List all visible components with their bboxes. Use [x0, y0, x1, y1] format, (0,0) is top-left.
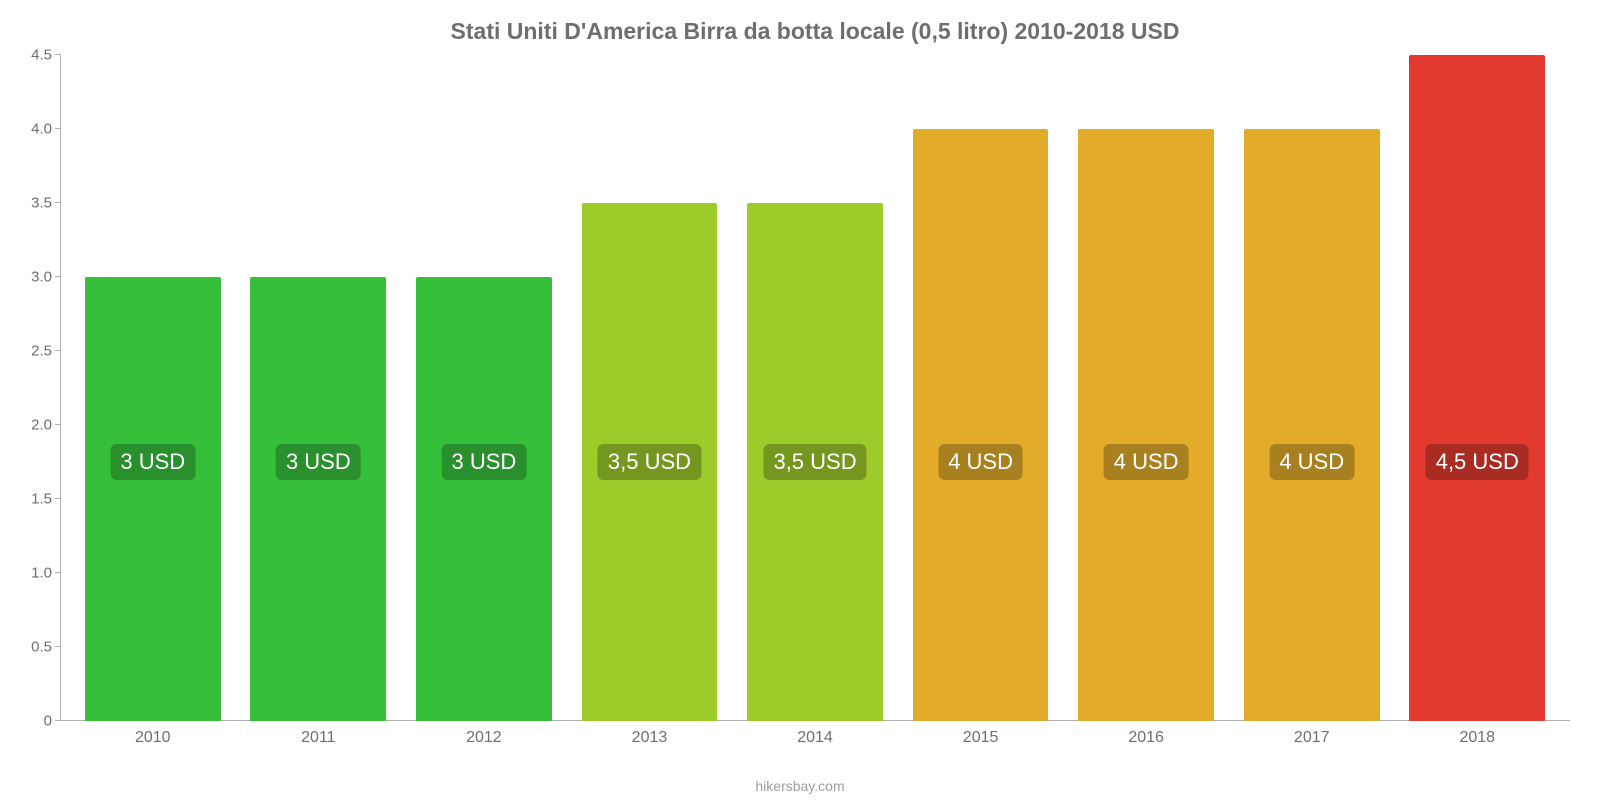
bar-slot: 4,5 USD — [1395, 55, 1561, 721]
y-tick-label: 4.0 — [31, 121, 52, 138]
bar-slot: 4 USD — [1229, 55, 1395, 721]
bar-value-label: 3,5 USD — [763, 444, 866, 480]
bar-slot: 3,5 USD — [732, 55, 898, 721]
x-tick-label: 2010 — [70, 729, 236, 747]
bar-slot: 4 USD — [1063, 55, 1229, 721]
x-tick-label: 2018 — [1395, 729, 1561, 747]
bar: 3,5 USD — [747, 203, 883, 721]
y-tick-label: 1.0 — [31, 565, 52, 582]
y-tick-label: 3.5 — [31, 195, 52, 212]
x-labels: 201020112012201320142015201620172018 — [60, 729, 1570, 747]
bar-slot: 3,5 USD — [567, 55, 733, 721]
y-axis: 00.51.01.52.02.53.03.54.04.5 — [20, 55, 60, 721]
y-tick-label: 2.5 — [31, 343, 52, 360]
x-tick-label: 2012 — [401, 729, 567, 747]
bar-slot: 3 USD — [70, 55, 236, 721]
bar-slot: 4 USD — [898, 55, 1064, 721]
chart-container: Stati Uniti D'America Birra da botta loc… — [0, 0, 1600, 800]
y-tick-label: 0 — [44, 713, 52, 730]
bar-value-label: 3,5 USD — [598, 444, 701, 480]
y-tick-label: 0.5 — [31, 639, 52, 656]
bars-area: 3 USD 3 USD 3 USD 3,5 USD 3,5 USD 4 USD 4 USD 4… — [60, 55, 1570, 721]
chart-title: Stati Uniti D'America Birra da botta loc… — [60, 18, 1570, 45]
bar: 4 USD — [1244, 129, 1380, 721]
bar: 4 USD — [913, 129, 1049, 721]
y-tick-label: 2.0 — [31, 417, 52, 434]
x-tick-label: 2011 — [236, 729, 402, 747]
x-tick-label: 2013 — [567, 729, 733, 747]
bar: 3 USD — [250, 277, 386, 721]
bar: 4,5 USD — [1409, 55, 1545, 721]
bar: 3 USD — [416, 277, 552, 721]
y-tick-label: 1.5 — [31, 491, 52, 508]
plot-area: 00.51.01.52.02.53.03.54.04.5 3 USD3 USD3… — [60, 55, 1570, 745]
bar-value-label: 3 USD — [276, 444, 361, 480]
x-tick-label: 2014 — [732, 729, 898, 747]
bar-slot: 3 USD — [236, 55, 402, 721]
attribution: hikersbay.com — [755, 778, 844, 794]
bar-value-label: 4,5 USD — [1426, 444, 1529, 480]
x-tick-label: 2017 — [1229, 729, 1395, 747]
bar-value-label: 4 USD — [1269, 444, 1354, 480]
bar: 3 USD — [85, 277, 221, 721]
bar-slot: 3 USD — [401, 55, 567, 721]
x-tick-label: 2015 — [898, 729, 1064, 747]
bar-value-label: 3 USD — [110, 444, 195, 480]
y-tick-label: 3.0 — [31, 269, 52, 286]
bar-value-label: 4 USD — [1104, 444, 1189, 480]
bar-value-label: 3 USD — [442, 444, 527, 480]
x-tick-label: 2016 — [1063, 729, 1229, 747]
bar: 3,5 USD — [582, 203, 718, 721]
y-tick-label: 4.5 — [31, 47, 52, 64]
bar: 4 USD — [1078, 129, 1214, 721]
bar-value-label: 4 USD — [938, 444, 1023, 480]
